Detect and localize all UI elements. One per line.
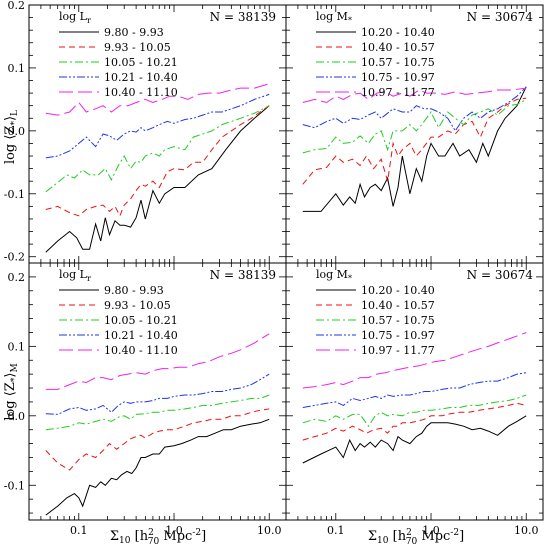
series-line-4	[45, 93, 270, 159]
panel-frame	[285, 262, 544, 521]
x-tick-label: 0.1	[327, 524, 345, 537]
legend-label: 9.80 - 9.93	[104, 284, 164, 297]
legend-title: log Lr	[59, 268, 91, 283]
y-tick-label: 0.0	[8, 125, 26, 138]
y-tick-label: -0.1	[4, 188, 25, 201]
panel-top-right: log M* 10.20 - 10.40 10.40 - 10.57 10.57 - …	[285, 4, 544, 264]
x-ticks	[28, 5, 270, 263]
legend-label: 10.57 - 10.75	[361, 314, 435, 327]
legend-label: 10.75 - 10.97	[361, 71, 435, 84]
x-tick-label: 1.0	[165, 524, 183, 537]
series-line-2	[45, 408, 270, 471]
legend-label: 10.21 - 10.40	[104, 71, 178, 84]
series-line-1	[45, 105, 270, 253]
legend-label: 10.40 - 11.10	[104, 86, 178, 99]
legend-label: 10.57 - 10.75	[361, 56, 435, 69]
legend-label: 10.97 - 11.77	[361, 344, 435, 357]
ylabel-bottom: log ⟨Z*⟩M	[3, 363, 20, 420]
legend-label: 10.97 - 11.77	[361, 86, 435, 99]
legend: log M* 10.20 - 10.40 10.40 - 10.57 10.57 - …	[316, 10, 435, 99]
legend: log Lr 9.80 - 9.93 9.93 - 10.05 10.05 - 10.…	[59, 10, 178, 99]
legend-label: 10.40 - 10.57	[361, 299, 435, 312]
y-ticks: 0.2 0.1 0.0 -0.1	[4, 271, 286, 514]
series-line-3	[45, 105, 270, 193]
legend-label: 10.21 - 10.40	[104, 329, 178, 342]
series-lines	[302, 332, 527, 464]
sample-size-label: N = 38139	[210, 268, 276, 282]
legend-label: 9.80 - 9.93	[104, 26, 164, 39]
legend-label: 10.40 - 11.10	[104, 344, 178, 357]
y-tick-label: -0.1	[4, 479, 25, 492]
ylabel-bottom-main: log ⟨Z	[3, 382, 18, 421]
legend-label: 10.75 - 10.97	[361, 329, 435, 342]
sample-size-label: N = 38139	[210, 10, 276, 24]
x-ticks: 0.1 1.0 10.0	[285, 263, 539, 537]
xlabel-left: Σ10 [h2 70 Mpc-2]	[110, 528, 206, 547]
legend: log M* 10.20 - 10.40 10.40 - 10.57 10.57 - …	[316, 268, 435, 357]
legend-label: 10.20 - 10.40	[361, 284, 435, 297]
series-line-2	[302, 402, 527, 441]
panel-top-left: 0.2 0.1 0.0 -0.1 -0.2 log Lr 9.80 - 9.93 9.93 -…	[4, 0, 287, 264]
y-ticks	[286, 4, 543, 258]
ylabel-top-outer-sub: L	[10, 110, 20, 116]
x-tick-label: 10.0	[257, 524, 282, 537]
x-tick-label: 1.0	[422, 524, 440, 537]
y-tick-label: 0.2	[8, 0, 26, 12]
legend: log Lr 9.80 - 9.93 9.93 - 10.05 10.05 - 10.…	[59, 268, 178, 357]
y-tick-label: 0.1	[8, 62, 26, 75]
series-line-2	[302, 97, 527, 185]
series-line-5	[302, 87, 527, 104]
series-line-5	[45, 333, 270, 390]
panels: 0.2 0.1 0.0 -0.1 -0.2 log Lr 9.80 - 9.93 9.93 -…	[4, 0, 544, 537]
series-lines	[302, 86, 527, 212]
legend-label: 10.05 - 10.21	[104, 314, 178, 327]
series-line-5	[45, 83, 270, 116]
svg-text:log ⟨Z*⟩L: log ⟨Z*⟩L	[3, 110, 20, 164]
legend-title: log Lr	[59, 10, 91, 25]
legend-title: log M*	[316, 268, 352, 283]
sample-size-label: N = 30674	[467, 10, 534, 24]
series-line-1	[45, 418, 270, 516]
ylabel-bottom-inner-sub: *	[10, 377, 20, 382]
series-line-5	[302, 332, 527, 389]
xlabel-right: Σ10 [h2 70 Mpc-2]	[368, 528, 464, 547]
series-lines	[45, 83, 270, 253]
ylabel-top-inner-sub: *	[10, 121, 20, 126]
series-line-2	[45, 105, 270, 217]
x-ticks	[285, 5, 527, 263]
series-line-1	[302, 86, 527, 212]
series-line-4	[302, 86, 527, 132]
y-tick-label: 0.2	[8, 271, 26, 284]
legend-label: 10.05 - 10.21	[104, 56, 178, 69]
x-ticks: 0.1 1.0 10.0	[28, 263, 282, 537]
panel-bottom-right: 0.1 1.0 10.0 log M* 10.20 - 10.40 10.40 - 10.…	[285, 262, 544, 537]
legend-label: 9.93 - 10.05	[104, 41, 171, 54]
x-tick-label: 10.0	[514, 524, 539, 537]
ylabel-top-main: log ⟨Z	[3, 126, 18, 165]
series-line-3	[45, 394, 270, 431]
y-ticks	[286, 276, 543, 514]
x-tick-label: 0.1	[70, 524, 88, 537]
y-tick-label: -0.2	[4, 251, 25, 264]
series-line-4	[302, 372, 527, 408]
series-line-3	[302, 98, 527, 154]
legend-title: log M*	[316, 10, 352, 25]
svg-text:log ⟨Z*⟩M: log ⟨Z*⟩M	[3, 363, 20, 420]
y-tick-label: 0.0	[8, 410, 26, 423]
ylabel-bottom-outer-sub: M	[10, 363, 20, 372]
panel-bottom-left: 0.1 1.0 10.0 0.2 0.1 0.0 -0.1 log Lr 9.80 - 9.93…	[4, 262, 287, 537]
ylabel-top: log ⟨Z*⟩L	[3, 110, 20, 164]
y-tick-label: 0.1	[8, 340, 26, 353]
legend-label: 10.40 - 10.57	[361, 41, 435, 54]
series-lines	[45, 333, 270, 516]
sample-size-label: N = 30674	[467, 268, 534, 282]
series-line-4	[45, 373, 270, 415]
series-line-1	[302, 415, 527, 464]
legend-label: 10.20 - 10.40	[361, 26, 435, 39]
legend-label: 9.93 - 10.05	[104, 299, 171, 312]
y-ticks: 0.2 0.1 0.0 -0.1 -0.2	[4, 0, 286, 264]
